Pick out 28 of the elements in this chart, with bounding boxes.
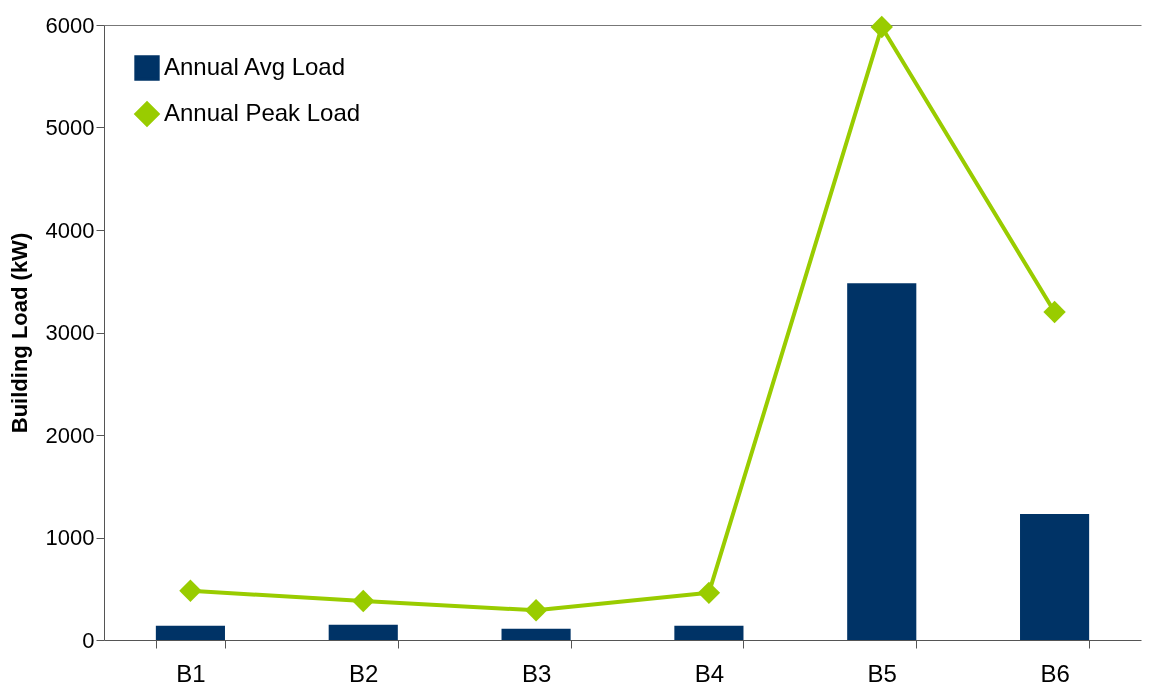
bar xyxy=(674,625,744,640)
y-tick-label: 4000 xyxy=(45,217,95,243)
bar xyxy=(328,624,398,640)
point xyxy=(524,599,548,622)
x-tick-label: B6 xyxy=(1040,659,1070,687)
bar xyxy=(847,283,917,640)
bar xyxy=(1020,513,1090,640)
point xyxy=(870,15,893,39)
y-tick-label: 1000 xyxy=(45,525,95,550)
x-tick-label: B1 xyxy=(176,659,206,687)
point xyxy=(179,579,202,602)
x-tick-label: B2 xyxy=(349,659,379,687)
x-tick-label: B5 xyxy=(867,659,897,687)
point xyxy=(352,589,375,613)
x-tick-label: B3 xyxy=(521,659,552,687)
bar xyxy=(155,625,225,640)
y-axis-title: Building Load (kW) xyxy=(6,232,32,434)
legend-label: Annual Avg Load xyxy=(164,53,346,80)
y-tick-label: 3000 xyxy=(45,320,95,345)
y-tick-label: 5000 xyxy=(45,115,95,140)
bar xyxy=(501,628,571,640)
legend-label: Annual Peak Load xyxy=(164,99,361,126)
y-tick-label: 6000 xyxy=(45,12,95,38)
point xyxy=(697,581,721,605)
x-tick-label: B4 xyxy=(694,659,725,687)
point xyxy=(1043,300,1066,324)
y-tick-label: 2000 xyxy=(45,422,95,448)
y-tick-label: 0 xyxy=(82,627,95,653)
